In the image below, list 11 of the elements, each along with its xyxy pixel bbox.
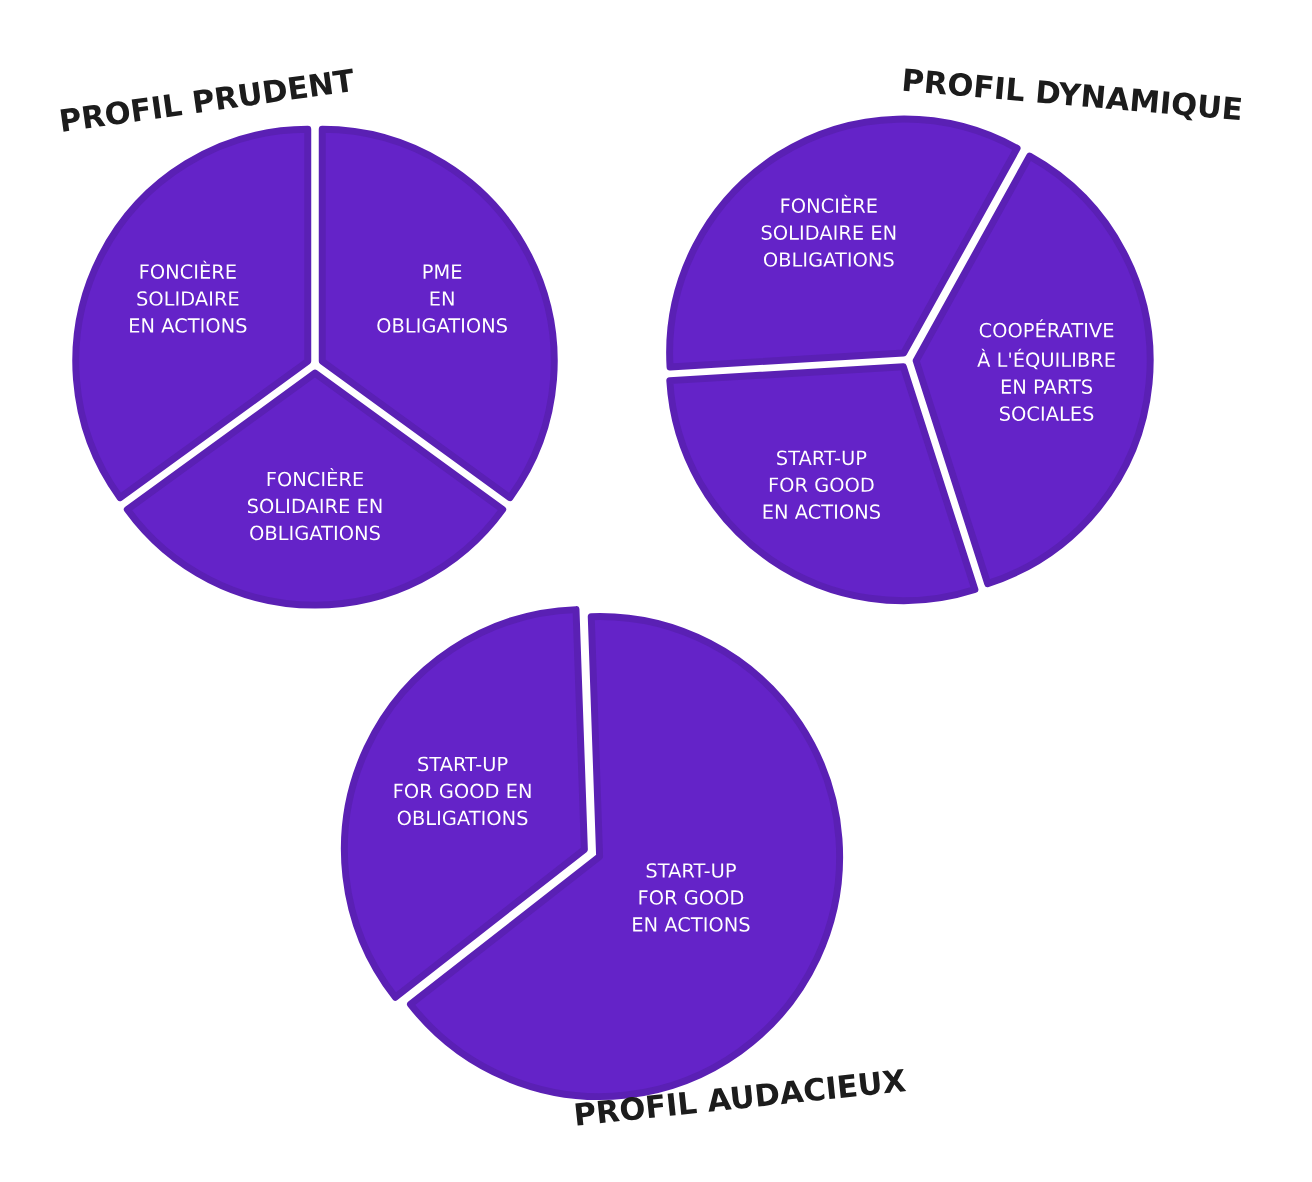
slice-label: FONCIÈRE SOLIDAIRE EN OBLIGATIONS xyxy=(761,194,896,267)
chart-title: PROFIL PRUDENT xyxy=(60,68,356,133)
slice-label: START-UP FOR GOOD EN ACTIONS xyxy=(763,450,880,520)
chart-title: PROFIL DYNAMIQUE xyxy=(903,68,1242,125)
slice-label: FONCIÈRE SOLIDAIRE EN OBLIGATIONS xyxy=(247,468,382,541)
slice-label: START-UP FOR GOOD EN ACTIONS xyxy=(633,863,750,932)
slice-label: FONCIÈRE SOLIDAIRE EN ACTIONS xyxy=(130,260,247,333)
slice-label: COOPÉRATIVE À L'ÉQUILIBRE EN PARTS SOCIALES xyxy=(977,319,1115,421)
slice-label: START-UP FOR GOOD EN OBLIGATIONS xyxy=(394,756,531,826)
slice-label: PME EN OBLIGATIONS xyxy=(377,264,507,333)
text: PROFIL AUDACIEUX xyxy=(575,1068,907,1126)
